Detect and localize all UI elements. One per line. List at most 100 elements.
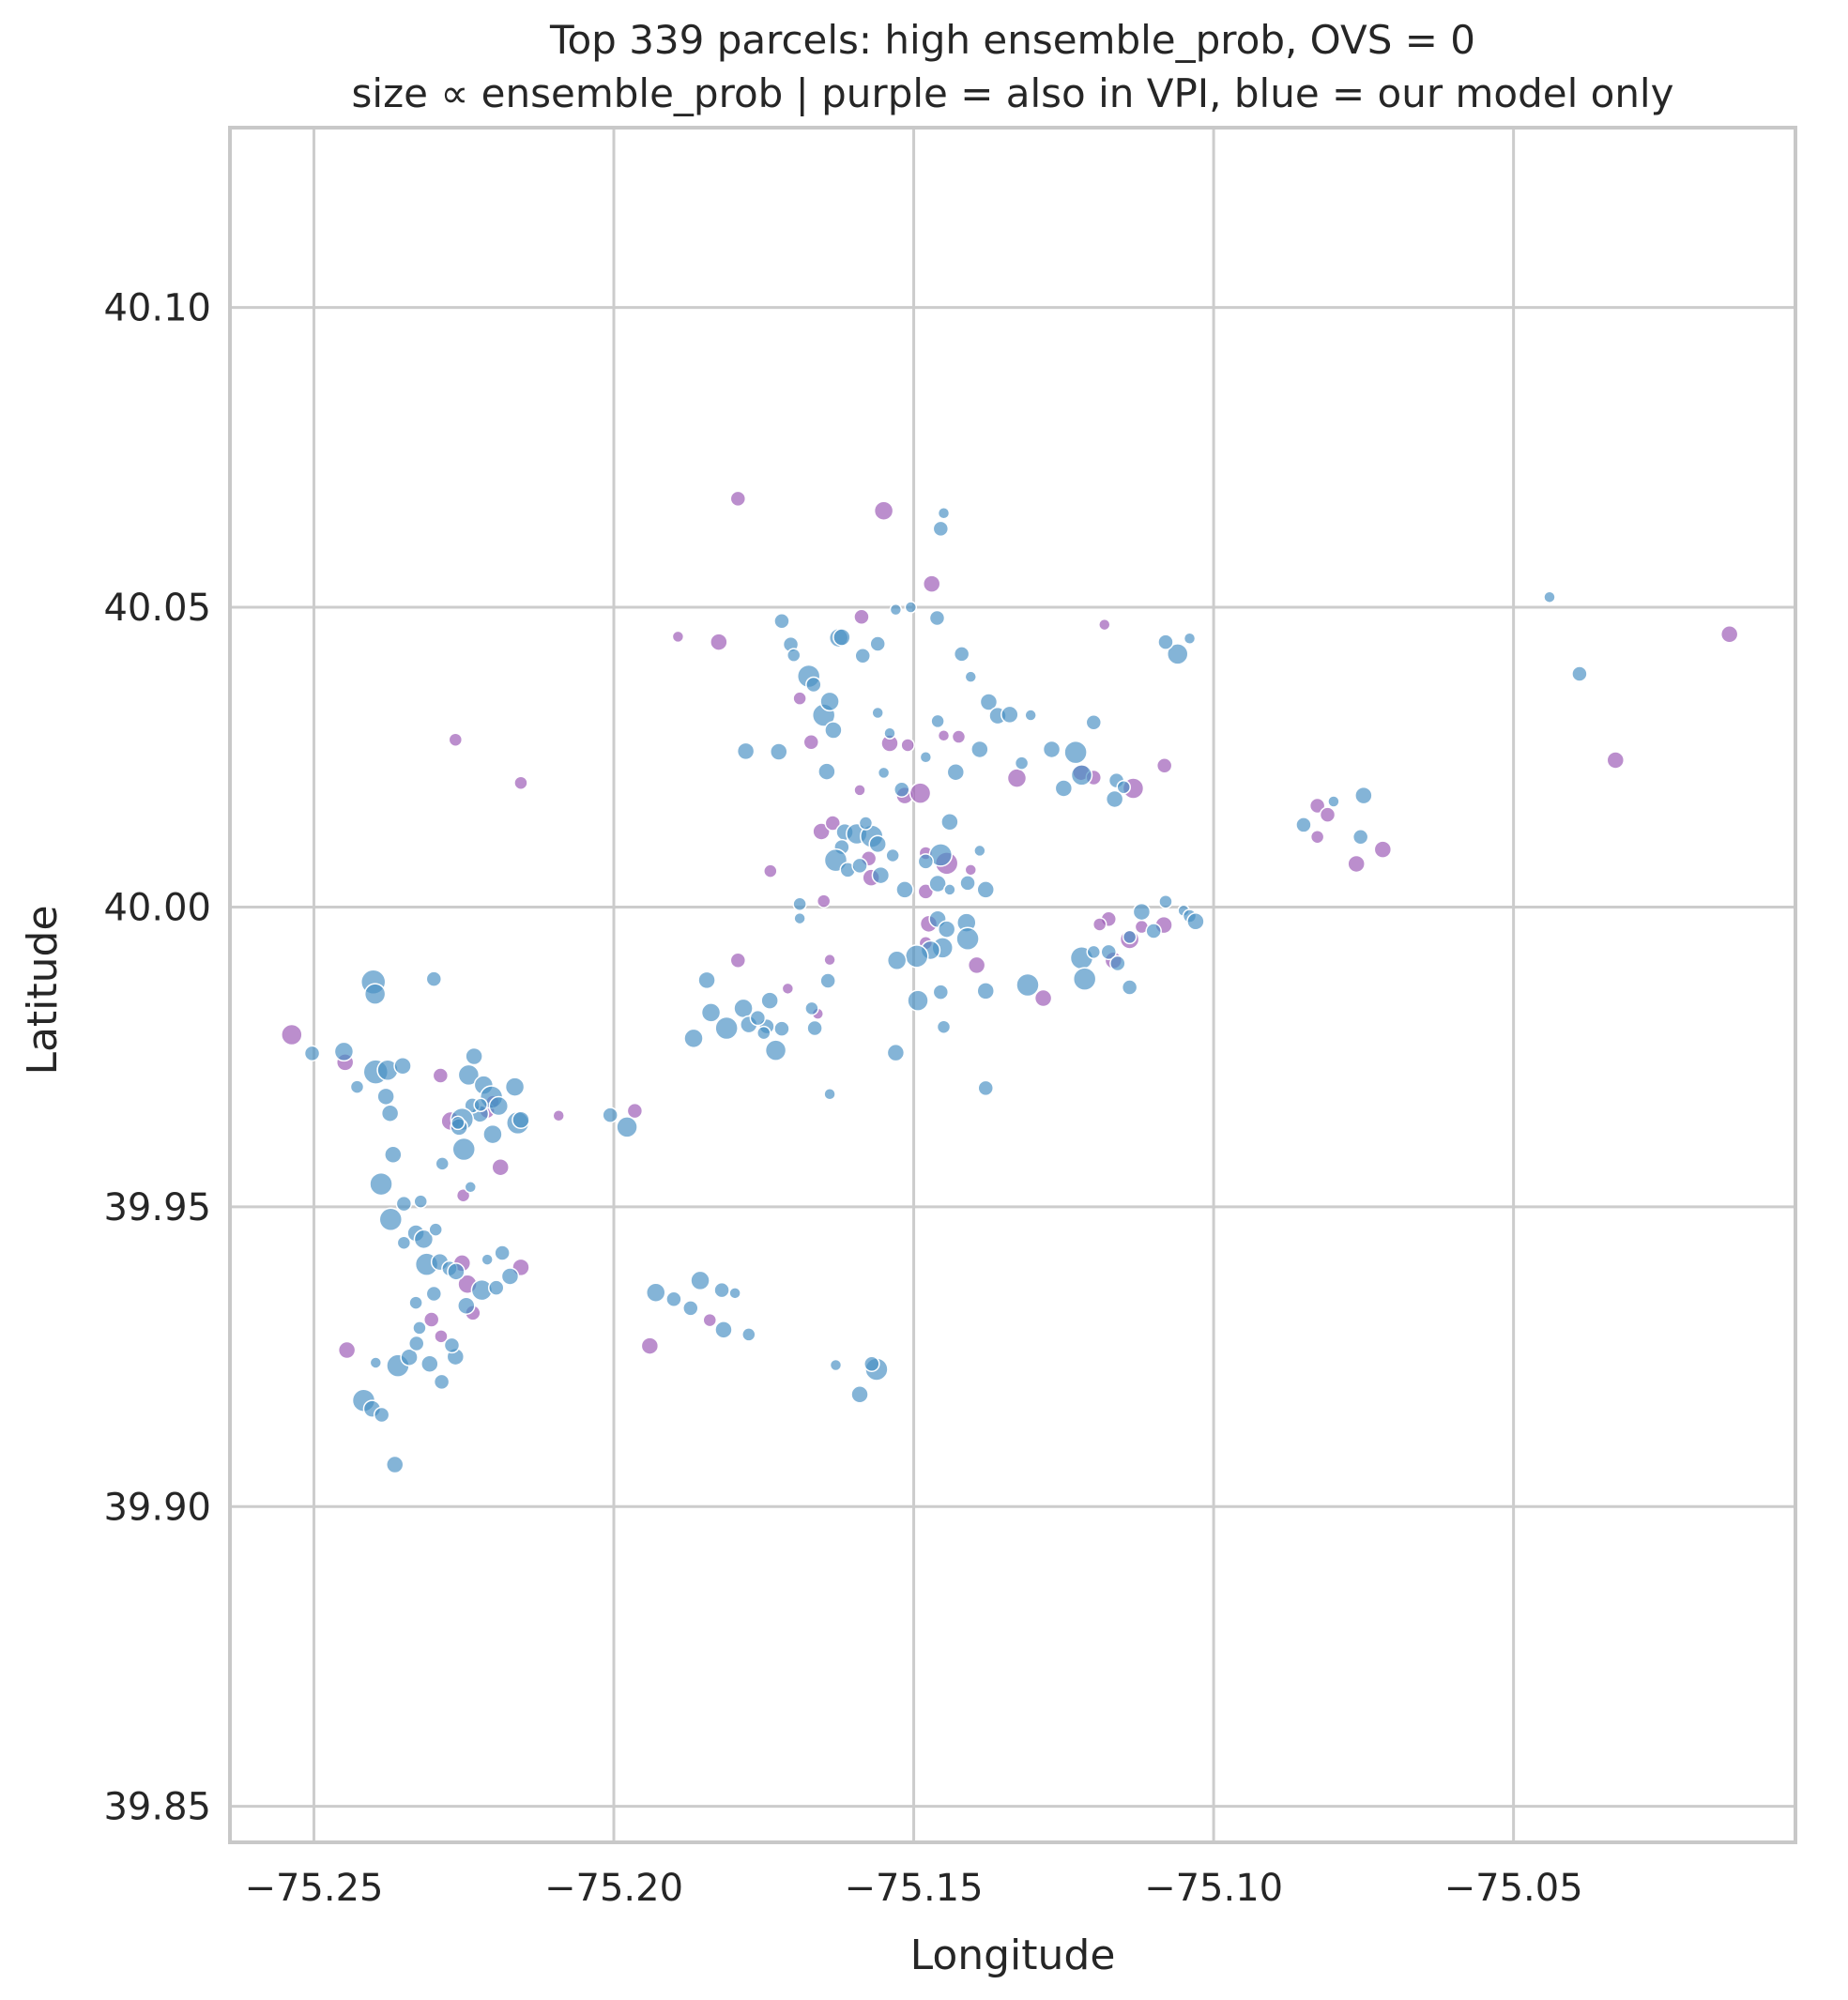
model-only-parcel-point	[488, 1279, 505, 1296]
model-only-parcel-point	[858, 816, 874, 831]
vpi-parcel-point	[763, 863, 778, 878]
y-axis-label: Latitude	[19, 905, 67, 1075]
model-only-parcel-point	[760, 991, 779, 1010]
model-only-parcel-point	[976, 982, 995, 1000]
model-only-parcel-point	[1186, 912, 1205, 931]
vpi-parcel-point	[434, 1329, 449, 1344]
model-only-parcel-point	[1352, 828, 1369, 846]
model-only-parcel-point	[714, 1015, 739, 1041]
model-only-parcel-point	[435, 1156, 450, 1171]
model-only-parcel-point	[764, 1039, 787, 1061]
model-only-parcel-point	[943, 883, 956, 896]
model-only-parcel-point	[303, 1045, 321, 1062]
model-only-parcel-point	[682, 1300, 699, 1317]
model-only-parcel-point	[904, 944, 929, 969]
model-only-parcel-point	[832, 628, 851, 647]
model-only-parcel-point	[749, 1009, 767, 1027]
y-tick-label: 40.10	[103, 287, 211, 330]
model-only-parcel-point	[883, 726, 896, 740]
model-only-parcel-point	[384, 1145, 403, 1165]
model-only-parcel-point	[451, 1115, 466, 1131]
model-only-parcel-point	[428, 1222, 443, 1237]
model-only-parcel-point	[425, 1285, 443, 1303]
model-only-parcel-point	[937, 920, 956, 939]
vpi-parcel-point	[455, 1187, 471, 1203]
model-only-parcel-point	[946, 762, 966, 782]
model-only-parcel-point	[792, 896, 807, 912]
model-only-parcel-point	[932, 984, 950, 1000]
model-only-parcel-point	[824, 721, 843, 740]
model-only-parcel-point	[645, 1282, 666, 1303]
vpi-parcel-point	[1606, 751, 1626, 770]
vpi-parcel-point	[1719, 625, 1739, 644]
vpi-parcel-point	[853, 784, 866, 797]
model-only-parcel-point	[1000, 705, 1019, 725]
y-tick-label: 40.00	[103, 886, 211, 929]
model-only-parcel-point	[977, 1079, 994, 1097]
vpi-parcel-point	[1155, 756, 1173, 774]
vpi-parcel-point	[792, 691, 807, 706]
model-only-parcel-point	[889, 603, 903, 617]
model-only-parcel-point	[369, 1171, 393, 1197]
tick-layer: −75.25 −75.20 −75.15 −75.10 −75.05 39.85 39.90…	[103, 287, 1582, 1910]
model-only-parcel-point	[465, 1046, 483, 1066]
vpi-parcel-point	[448, 732, 464, 747]
model-only-parcel-point	[413, 1194, 428, 1209]
x-tick-label: −75.15	[845, 1867, 984, 1910]
vpi-parcel-point	[513, 775, 528, 790]
vpi-parcel-point	[337, 1340, 357, 1360]
model-only-parcel-point	[700, 1002, 722, 1023]
model-only-parcel-point	[953, 646, 970, 663]
vpi-parcel-point	[967, 955, 986, 975]
x-tick-label: −75.20	[544, 1867, 683, 1910]
y-tick-label: 39.90	[103, 1486, 211, 1529]
model-only-parcel-point	[819, 691, 840, 712]
model-only-parcel-point	[741, 1327, 756, 1342]
model-only-parcel-point	[1063, 740, 1088, 765]
model-only-parcel-point	[1024, 709, 1037, 722]
model-only-parcel-point	[473, 1097, 488, 1113]
model-only-parcel-point	[433, 1373, 451, 1391]
model-only-parcel-point	[393, 1056, 412, 1076]
vpi-parcel-point	[626, 1102, 644, 1120]
model-only-parcel-point	[793, 911, 806, 925]
model-only-parcel-point	[1109, 954, 1126, 972]
model-only-parcel-point	[457, 1296, 476, 1316]
model-only-parcel-point	[932, 520, 950, 538]
vpi-parcel-point	[873, 500, 894, 521]
model-only-parcel-point	[616, 1116, 638, 1138]
model-only-parcel-point	[851, 857, 868, 875]
model-only-parcel-point	[917, 853, 935, 870]
vpi-parcel-point	[671, 630, 685, 644]
model-only-parcel-point	[973, 844, 986, 858]
x-tick-label: −75.10	[1144, 1867, 1283, 1910]
model-only-parcel-point	[885, 847, 900, 863]
model-only-parcel-point	[919, 751, 933, 764]
model-only-parcel-point	[464, 1181, 478, 1194]
model-only-parcel-point	[817, 762, 836, 781]
model-only-parcel-point	[380, 1104, 400, 1122]
vpi-parcel-point	[1098, 618, 1111, 632]
model-only-parcel-point	[928, 874, 947, 893]
vpi-parcel-point	[1347, 854, 1366, 874]
model-only-parcel-point	[443, 1336, 461, 1354]
vpi-parcel-point	[710, 633, 728, 651]
vpi-parcel-point	[1373, 840, 1393, 859]
model-only-parcel-point	[488, 1095, 510, 1117]
model-only-parcel-point	[940, 812, 959, 832]
model-only-parcel-point	[886, 1043, 906, 1062]
model-only-parcel-point	[512, 1110, 530, 1129]
model-only-parcel-point	[482, 1123, 503, 1145]
vpi-parcel-point	[812, 822, 831, 841]
model-only-parcel-point	[395, 1195, 413, 1213]
model-only-parcel-point	[964, 670, 978, 683]
x-axis-label: Longitude	[910, 1931, 1116, 1979]
model-only-parcel-point	[1085, 713, 1103, 731]
vpi-parcel-point	[802, 734, 820, 751]
model-only-parcel-point	[690, 1270, 710, 1291]
model-only-parcel-point	[1086, 944, 1102, 960]
model-only-parcel-point	[481, 1253, 494, 1266]
vpi-parcel-point	[422, 1311, 440, 1328]
model-only-parcel-point	[736, 741, 756, 761]
